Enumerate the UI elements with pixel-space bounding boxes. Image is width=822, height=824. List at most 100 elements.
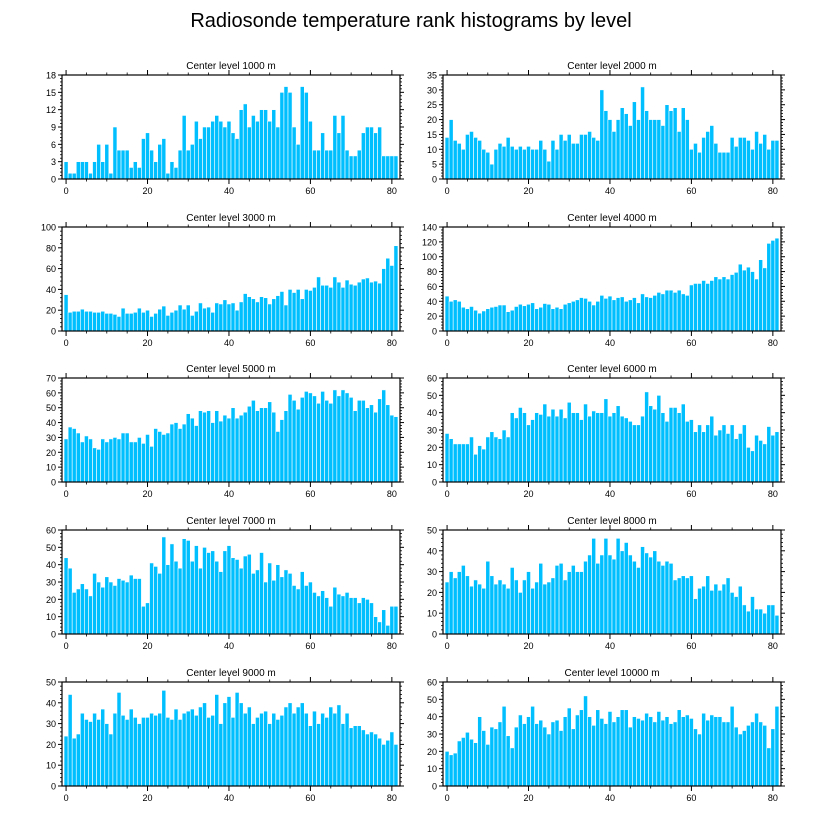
histogram-bar [169, 423, 175, 483]
histogram-panel: Center level 9000 m 0 10 20 30 40 50 0 20 40 60 80 [46, 668, 404, 803]
histogram-bar [562, 417, 568, 483]
histogram-bar [672, 107, 678, 180]
histogram-bar [725, 721, 731, 787]
histogram-bar [112, 126, 118, 180]
histogram-bar [206, 306, 211, 332]
histogram-bar [509, 747, 515, 787]
histogram-bar [591, 304, 597, 332]
y-tick-label: 50 [427, 526, 437, 536]
histogram-bar [67, 426, 73, 483]
histogram-panel: Center level 4000 m 0 20 40 60 80 100 120 140 0 20… [422, 213, 785, 348]
histogram-bar [393, 744, 399, 787]
histogram-bar [518, 303, 523, 332]
histogram-bar [206, 410, 211, 483]
histogram-bar [275, 431, 281, 483]
histogram-bar [465, 443, 470, 483]
histogram-bar [324, 597, 330, 635]
histogram-bar [725, 151, 731, 180]
histogram-bar [477, 140, 482, 180]
histogram-bar [660, 125, 666, 180]
histogram-bar [465, 308, 470, 332]
histogram-bar [173, 422, 179, 483]
histogram-bar [770, 604, 776, 635]
histogram-bar [461, 148, 466, 180]
histogram-bar [161, 536, 167, 635]
histogram-bar [348, 155, 354, 180]
x-tick-label: 80 [768, 489, 778, 499]
histogram-bar [717, 278, 723, 332]
histogram-bar [509, 412, 515, 483]
histogram-bar [497, 579, 503, 635]
y-tick-label: 100 [422, 252, 437, 262]
histogram-bar [680, 403, 686, 483]
histogram-bar [599, 412, 605, 483]
histogram-bar [513, 417, 519, 483]
histogram-bar [672, 407, 678, 483]
histogram-bar [452, 443, 458, 483]
histogram-bar [656, 292, 662, 332]
histogram-bar [489, 726, 495, 787]
y-tick-label: 60 [46, 388, 56, 398]
histogram-bar [149, 712, 154, 787]
y-tick-label: 30 [46, 578, 56, 588]
panel-title: Center level 4000 m [567, 213, 657, 224]
histogram-bar [485, 308, 491, 332]
histogram-bar [304, 712, 309, 787]
histogram-bar [509, 567, 515, 635]
histogram-bar [660, 719, 666, 787]
histogram-bar [88, 310, 93, 332]
histogram-bar [206, 717, 211, 787]
histogram-bar [181, 538, 187, 635]
histogram-bar [137, 437, 142, 483]
histogram-bar [161, 138, 167, 180]
y-tick-label: 100 [41, 223, 56, 233]
histogram-bar [762, 612, 768, 635]
histogram-bar [283, 304, 289, 332]
histogram-bar [145, 602, 150, 635]
histogram-bar [80, 161, 85, 180]
histogram-bar [279, 714, 285, 787]
histogram-bar [340, 595, 346, 635]
histogram-bar [473, 579, 478, 635]
histogram-bar [750, 450, 755, 483]
histogram-bar [259, 407, 264, 483]
histogram-bar [308, 725, 313, 787]
histogram-bar [149, 316, 154, 332]
histogram-bar [546, 303, 552, 332]
histogram-bar [461, 565, 466, 635]
histogram-bar [124, 313, 130, 332]
histogram-bar [469, 436, 474, 483]
histogram-bar [689, 575, 694, 635]
histogram-bar [128, 574, 134, 635]
histogram-panel: Center level 7000 m 0 10 20 30 40 50 60 0 20 40 60 8… [46, 516, 404, 651]
histogram-bar [575, 143, 580, 180]
histogram-bar [283, 706, 289, 787]
histogram-bar [381, 155, 387, 180]
histogram-bar [583, 134, 588, 180]
x-tick-label: 80 [387, 338, 397, 348]
histogram-bar [312, 149, 317, 180]
histogram-bar [534, 308, 539, 332]
histogram-bar [67, 694, 73, 787]
histogram-bar [161, 434, 167, 483]
histogram-bar [165, 315, 171, 332]
histogram-bar [538, 414, 544, 483]
histogram-bar [774, 431, 780, 483]
histogram-bar [238, 567, 244, 635]
histogram-bar [320, 132, 325, 180]
histogram-bar [652, 408, 658, 483]
histogram-bar [308, 120, 313, 180]
x-tick-label: 40 [605, 641, 615, 651]
histogram-bar [632, 424, 637, 483]
histogram-bar [648, 556, 654, 635]
x-tick-label: 40 [224, 641, 234, 651]
histogram-bar [92, 161, 97, 180]
y-tick-label: 40 [46, 698, 56, 708]
histogram-bar [153, 161, 158, 180]
histogram-bar [518, 714, 523, 787]
x-tick-label: 20 [524, 186, 534, 196]
histogram-bar [534, 723, 539, 787]
histogram-bar [676, 131, 682, 180]
y-tick-label: 20 [427, 747, 437, 757]
histogram-bar [770, 728, 776, 787]
